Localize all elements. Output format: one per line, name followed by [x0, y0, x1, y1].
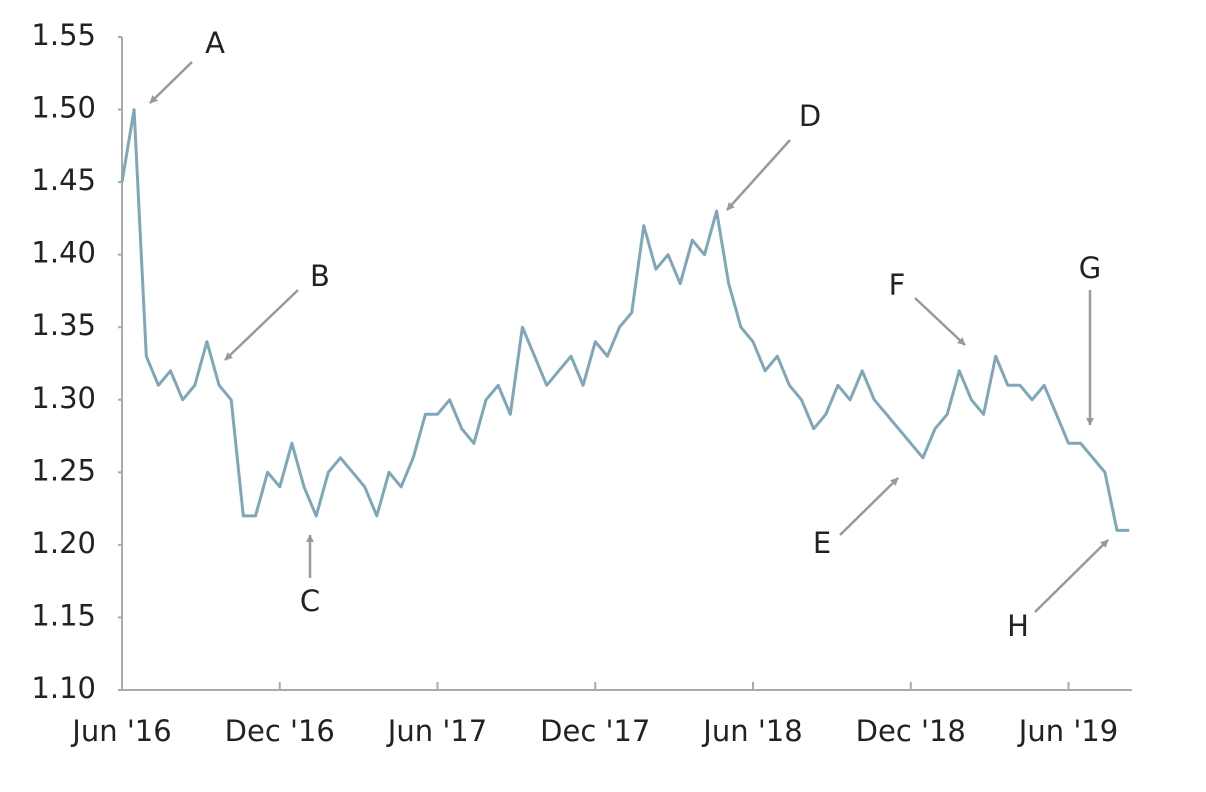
y-tick-label: 1.50 — [31, 91, 96, 125]
annotation-label: D — [799, 99, 821, 133]
annotation-label: A — [205, 26, 225, 60]
price-line — [120, 108, 1130, 532]
x-tick-label: Jun '19 — [1017, 714, 1118, 748]
annotation-label: F — [889, 268, 906, 302]
y-tick-label: 1.10 — [31, 671, 96, 705]
x-tick-label: Dec '17 — [540, 714, 650, 748]
x-tick-label: Jun '18 — [701, 714, 802, 748]
annotation-label: C — [300, 584, 320, 618]
x-tick-label: Dec '18 — [856, 714, 966, 748]
annotation-arrow — [1034, 539, 1109, 613]
annotation-label: G — [1079, 251, 1101, 285]
annotation-label: H — [1007, 609, 1029, 643]
y-tick-label: 1.35 — [31, 308, 96, 342]
y-tick-label: 1.55 — [31, 18, 96, 52]
y-tick-label: 1.30 — [31, 381, 96, 415]
y-tick-label: 1.15 — [31, 598, 96, 632]
x-tick-label: Jun '17 — [386, 714, 487, 748]
annotation-arrow — [726, 139, 791, 211]
annotation-arrow — [839, 477, 899, 536]
annotation-arrow — [224, 289, 299, 361]
y-tick-label: 1.45 — [31, 163, 96, 197]
x-tick-label: Dec '16 — [225, 714, 335, 748]
annotation-arrow — [914, 297, 966, 346]
x-tick-label: Jun '16 — [70, 714, 171, 748]
y-tick-label: 1.40 — [31, 236, 96, 270]
annotation-arrow — [149, 61, 193, 104]
annotation-label: B — [310, 259, 330, 293]
y-tick-label: 1.25 — [31, 453, 96, 487]
annotation-label: E — [813, 526, 831, 560]
y-tick-label: 1.20 — [31, 526, 96, 560]
